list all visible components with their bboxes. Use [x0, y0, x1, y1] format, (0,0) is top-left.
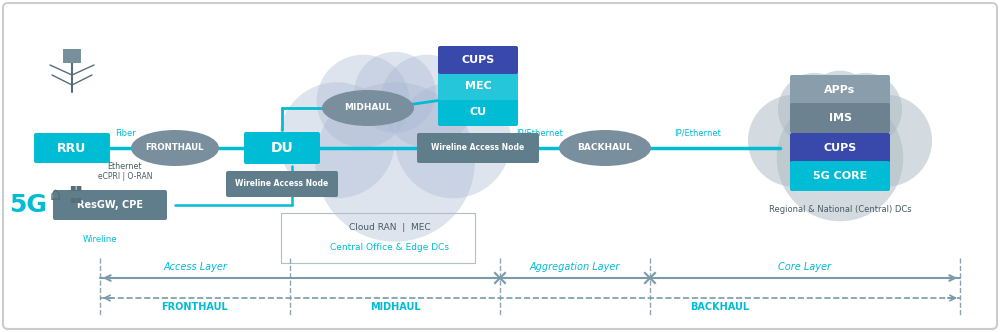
Text: Wireline: Wireline — [83, 235, 117, 244]
Circle shape — [808, 71, 872, 135]
Text: ⌂: ⌂ — [49, 186, 61, 204]
FancyBboxPatch shape — [53, 190, 167, 220]
Text: 5G CORE: 5G CORE — [813, 171, 867, 181]
Circle shape — [748, 95, 840, 187]
Circle shape — [395, 82, 511, 198]
Text: Aggregation Layer: Aggregation Layer — [530, 262, 620, 272]
Text: 5G: 5G — [9, 193, 47, 217]
Text: Wireline Access Node: Wireline Access Node — [235, 180, 329, 189]
Circle shape — [279, 82, 395, 198]
Text: CUPS: CUPS — [461, 55, 495, 65]
Text: MIDHAUL: MIDHAUL — [344, 104, 392, 113]
Text: Ethernet: Ethernet — [108, 162, 142, 171]
FancyBboxPatch shape — [790, 75, 890, 105]
Circle shape — [354, 52, 436, 133]
Ellipse shape — [322, 90, 414, 126]
FancyBboxPatch shape — [790, 133, 890, 163]
Circle shape — [380, 55, 473, 147]
Text: IMS: IMS — [828, 113, 852, 123]
Text: BACKHAUL: BACKHAUL — [578, 143, 633, 152]
Text: MIDHAUL: MIDHAUL — [370, 302, 420, 312]
FancyBboxPatch shape — [790, 103, 890, 133]
Circle shape — [840, 95, 932, 187]
Text: FRONTHAUL: FRONTHAUL — [146, 143, 204, 152]
Text: Cloud RAN  |  MEC: Cloud RAN | MEC — [349, 223, 431, 232]
Circle shape — [777, 95, 903, 221]
Text: ▪▪
▪▪: ▪▪ ▪▪ — [69, 182, 83, 204]
Text: MEC: MEC — [465, 81, 491, 91]
Text: APPs: APPs — [824, 85, 856, 95]
FancyBboxPatch shape — [34, 133, 110, 163]
Text: Regional & National (Central) DCs: Regional & National (Central) DCs — [769, 206, 911, 214]
Circle shape — [315, 82, 475, 242]
Ellipse shape — [559, 130, 651, 166]
FancyBboxPatch shape — [63, 49, 81, 63]
Circle shape — [828, 73, 902, 146]
Text: DU: DU — [271, 141, 293, 155]
Ellipse shape — [131, 130, 219, 166]
FancyBboxPatch shape — [438, 46, 518, 74]
Text: Core Layer: Core Layer — [778, 262, 832, 272]
Text: RRU: RRU — [57, 141, 87, 154]
Text: CUPS: CUPS — [823, 143, 857, 153]
FancyBboxPatch shape — [417, 133, 539, 163]
Text: Access Layer: Access Layer — [163, 262, 227, 272]
FancyBboxPatch shape — [438, 72, 518, 100]
Text: eCPRI | O-RAN: eCPRI | O-RAN — [98, 172, 152, 181]
Text: IP/Ethernet: IP/Ethernet — [517, 129, 563, 138]
Text: FRONTHAUL: FRONTHAUL — [162, 302, 228, 312]
Text: Wireline Access Node: Wireline Access Node — [431, 143, 525, 152]
FancyBboxPatch shape — [226, 171, 338, 197]
Text: BACKHAUL: BACKHAUL — [690, 302, 750, 312]
Text: Central Office & Edge DCs: Central Office & Edge DCs — [330, 243, 450, 253]
FancyBboxPatch shape — [3, 3, 997, 329]
Circle shape — [317, 55, 410, 147]
Text: Fiber: Fiber — [115, 129, 135, 138]
Text: CU: CU — [469, 107, 487, 117]
FancyBboxPatch shape — [438, 98, 518, 126]
Text: IP/Ethernet: IP/Ethernet — [675, 129, 721, 138]
FancyBboxPatch shape — [790, 161, 890, 191]
Text: ResGW, CPE: ResGW, CPE — [77, 200, 143, 210]
Text: Fiber: Fiber — [248, 187, 269, 196]
Circle shape — [778, 73, 852, 146]
FancyBboxPatch shape — [244, 132, 320, 164]
